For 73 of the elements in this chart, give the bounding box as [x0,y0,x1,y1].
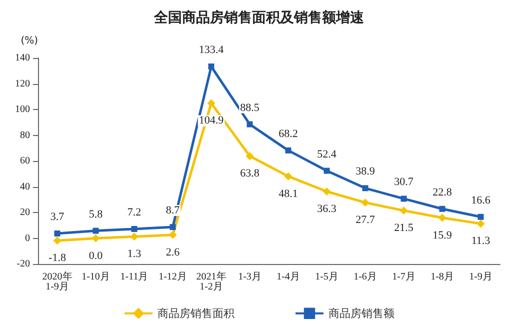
data-label: 63.8 [240,168,260,180]
point [362,185,368,192]
data-label: 8.7 [166,204,180,217]
point [168,230,177,239]
y-tick-label: 40 [20,181,30,192]
x-tick-label: 1-8月 [430,272,454,282]
chart-title: 全国商品房销售面积及销售额增速 [153,9,365,26]
point [92,234,100,242]
point [478,214,484,220]
point [246,121,253,128]
data-label: 0.0 [88,250,104,262]
point [361,198,370,207]
y-tick-label: 60 [20,156,30,166]
point [439,206,446,212]
y-tick-label: 100 [15,104,30,115]
legend-label: 商品房销售额 [328,306,394,320]
point [324,168,330,174]
point [130,232,138,241]
x-tick-label: 1-6月 [354,272,377,282]
point [131,226,138,232]
data-label: 22.8 [432,186,452,198]
data-label: 48.1 [278,188,298,200]
x-tick-label: 2021年 1-2月 [196,270,226,292]
point [207,99,216,108]
data-label: 1.3 [127,248,142,260]
data-label: 133.4 [198,44,224,56]
data-label: 5.8 [88,208,104,220]
data-label: 16.6 [471,194,491,206]
y-axis-title: (%) [20,36,38,46]
data-label: 36.3 [317,203,337,216]
y-tick-label: 0 [25,232,30,244]
y-tick-label: 80 [20,130,30,141]
point [400,196,407,202]
x-tick-label: 1-10月 [82,272,110,282]
x-tick-label: 1-3月 [238,272,262,282]
point [438,214,446,222]
point [54,230,60,236]
point [53,236,62,245]
point [322,188,331,196]
data-label: 68.2 [278,128,298,140]
data-label: 2.6 [166,246,180,258]
data-label: 11.3 [471,235,491,248]
data-label: 38.9 [356,166,376,178]
legend-label: 商品房销售面积 [158,306,234,320]
x-tick-label: 1-12月 [158,272,187,282]
data-label: -1.8 [48,252,66,264]
x-tick-label: 1-11月 [120,272,148,282]
data-label: 3.7 [50,210,65,223]
y-tick-label: 120 [15,78,30,90]
data-label: 104.9 [198,114,224,127]
data-label: 21.5 [394,222,414,234]
x-tick-label: 2020年 1-9月 [42,270,72,292]
point [170,224,176,230]
x-tick-label: 1-5月 [315,272,338,282]
y-tick-label: 20 [20,207,30,218]
y-tick-label: -20 [16,258,30,270]
x-tick-label: 1-7月 [392,272,416,282]
data-label: 15.9 [432,229,452,242]
point [208,63,214,70]
point [400,206,408,215]
y-tick-label: 140 [15,52,30,64]
point [284,172,292,180]
data-label: 27.7 [356,214,376,226]
data-label: 88.5 [240,102,260,114]
point [246,152,254,160]
data-label: 52.4 [317,148,337,160]
point [476,220,485,228]
x-tick-label: 1-4月 [276,272,300,282]
point [92,228,99,234]
point [285,147,292,154]
x-tick-label: 1-9月 [469,272,492,282]
data-label: 7.2 [127,206,142,218]
data-label: 30.7 [394,176,414,188]
